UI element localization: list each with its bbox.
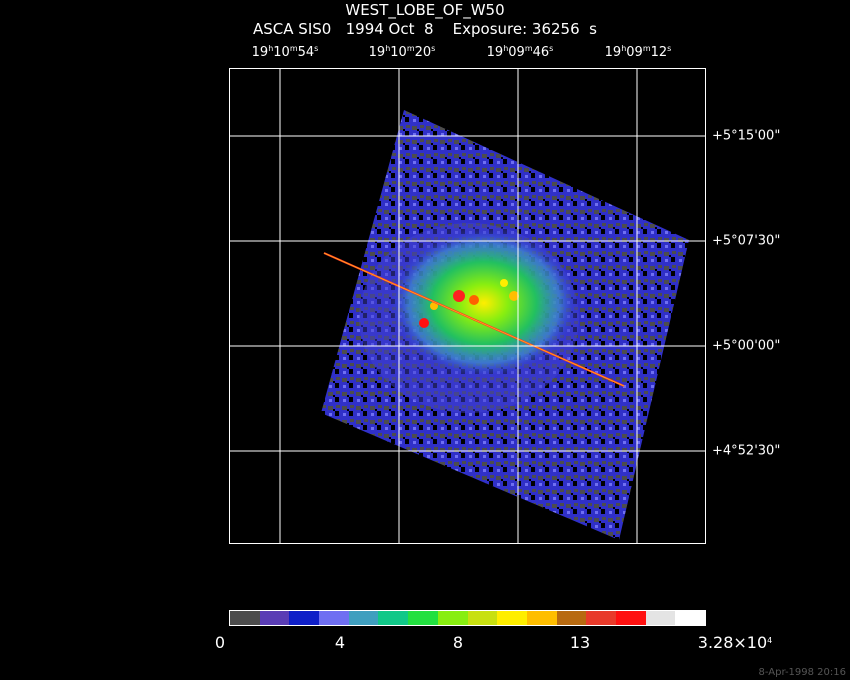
detector-field (321, 110, 689, 540)
coordinate-grid (229, 68, 706, 544)
colorbar-swatch (467, 611, 498, 625)
colorbar-swatch (259, 611, 290, 625)
colorbar-swatch (526, 611, 557, 625)
image-title: WEST_LOBE_OF_W50 (345, 1, 505, 19)
colorbar-tick-label: 13 (569, 633, 591, 652)
colorbar-swatch (556, 611, 587, 625)
colorbar-tick-label: 0 (214, 633, 226, 652)
colorbar-tick-label: 4 (334, 633, 346, 652)
ra-label: 19h10m54s (251, 44, 319, 60)
colorbar-swatch (348, 611, 379, 625)
colorbar-swatch (378, 611, 409, 625)
colorbar-swatch (645, 611, 676, 625)
dec-label: +5°07'30" (712, 233, 781, 249)
colorbar (229, 610, 706, 626)
colorbar-swatch (497, 611, 527, 625)
colorbar-swatch (586, 611, 616, 625)
image-subtitle: ASCA SIS0 1994 Oct 8 Exposure: 36256 s (253, 20, 597, 38)
dec-label: +5°00'00" (712, 338, 781, 354)
image-frame (229, 68, 706, 544)
colorbar-swatch (615, 611, 646, 625)
colorbar-tick-label: 8 (452, 633, 464, 652)
ra-label: 19h09m12s (604, 44, 672, 60)
colorbar-swatch (230, 611, 260, 625)
dec-label: +4°52'30" (712, 443, 781, 459)
ra-label: 19h10m20s (368, 44, 436, 60)
colorbar-swatch (289, 611, 320, 625)
xray-image (229, 68, 706, 544)
colorbar-swatch (408, 611, 438, 625)
dec-label: +5°15'00" (712, 128, 781, 144)
timestamp: 8-Apr-1998 20:16 (758, 667, 846, 678)
colorbar-swatch (319, 611, 349, 625)
colorbar-max-label: 3.28×104 (697, 633, 773, 652)
colorbar-swatch (675, 611, 705, 625)
ra-label: 19h09m46s (486, 44, 554, 60)
colorbar-swatch (437, 611, 468, 625)
